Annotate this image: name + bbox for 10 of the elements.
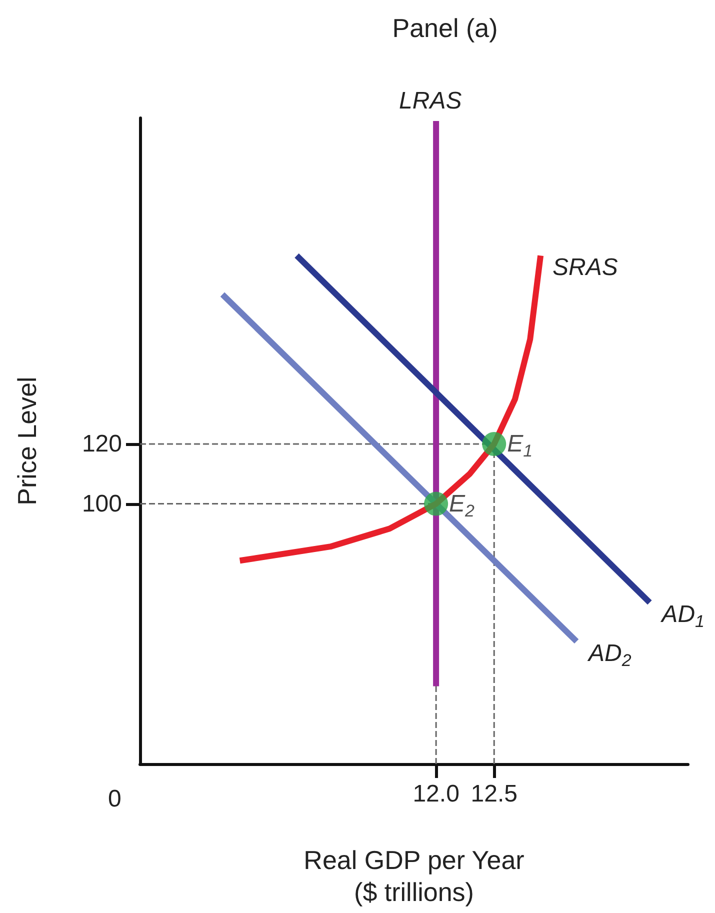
x-tick-label: 12.0 xyxy=(412,780,460,808)
series-label: SRAS xyxy=(552,254,618,282)
series-label: LRAS xyxy=(399,87,462,114)
x-axis-title: Real GDP per Year ($ trillions) xyxy=(304,845,525,907)
x-tick-label: 12.5 xyxy=(470,780,518,808)
text: 0 xyxy=(108,786,122,812)
y-axis-title: Price Level xyxy=(12,376,42,506)
y-tick-label: 100 xyxy=(82,490,122,518)
chart-title: Panel (a) xyxy=(392,13,498,43)
y-tick-label: 120 xyxy=(82,430,122,458)
